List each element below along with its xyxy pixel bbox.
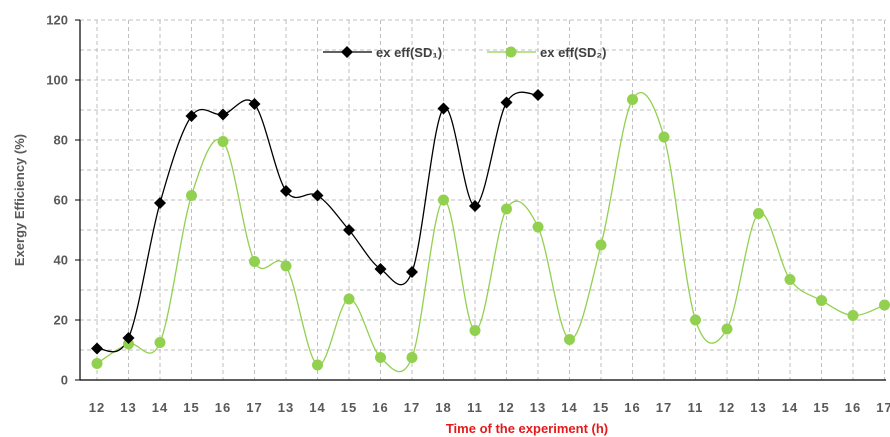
data-point-sd2 [312, 359, 323, 371]
data-point-sd2 [721, 323, 733, 335]
x-tick-label: 14 [782, 400, 798, 415]
data-point-sd2 [438, 194, 449, 206]
data-point-sd2 [91, 358, 103, 369]
data-point-sd1 [406, 266, 418, 278]
x-tick-label: 12 [498, 400, 514, 415]
data-point-sd1 [469, 200, 481, 212]
data-point-sd2 [595, 239, 607, 251]
axes [75, 19, 886, 381]
x-tick-label: 16 [372, 400, 388, 415]
x-tick-label: 16 [845, 400, 861, 415]
data-point-sd2 [627, 94, 638, 105]
x-tick-label: 18 [435, 400, 451, 415]
x-tick-label: 13 [530, 400, 546, 415]
y-axis-title: Exergy Efficiency (%) [12, 134, 27, 266]
data-point-sd1 [280, 185, 292, 197]
data-point-sd2 [847, 310, 859, 321]
data-point-sd2 [532, 221, 544, 233]
data-point-sd2 [816, 295, 827, 306]
x-tick-label: 13 [120, 400, 136, 415]
y-tick-label: 20 [54, 313, 68, 328]
data-point-sd2 [406, 352, 418, 363]
y-tick-labels: 0 20 40 60 80 100 120 [46, 13, 68, 388]
data-point-sd1 [248, 98, 261, 110]
data-point-sd1 [343, 224, 355, 236]
x-tick-label: 13 [750, 400, 766, 415]
data-point-sd2 [375, 352, 386, 363]
y-tick-label: 120 [46, 13, 68, 28]
y-tick-label: 0 [61, 373, 68, 388]
data-point-sd2 [154, 337, 166, 348]
x-tick-label: 12 [89, 400, 105, 415]
legend: ex eff(SD₁) ex eff(SD₂) [323, 45, 606, 60]
data-point-sd2 [280, 260, 292, 272]
x-tick-label: 15 [593, 400, 609, 415]
data-point-sd1 [311, 189, 324, 202]
y-tick-label: 40 [54, 253, 68, 268]
data-point-sd2 [784, 274, 796, 285]
data-point-sd1 [500, 96, 513, 109]
x-tick-label: 15 [813, 400, 829, 415]
x-tick-label: 16 [215, 400, 231, 415]
data-point-sd1 [217, 108, 229, 121]
data-point-sd2 [879, 299, 890, 311]
x-axis-title: Time of the experiment (h) [446, 421, 608, 436]
x-tick-label: 13 [278, 400, 294, 415]
data-point-sd1 [437, 102, 450, 115]
data-point-sd2 [501, 203, 512, 215]
data-point-sd1 [122, 332, 135, 344]
y-tick-label: 100 [46, 73, 68, 88]
data-point-sd2 [753, 208, 764, 219]
data-point-sd2 [469, 325, 481, 336]
legend-marker-sd1 [341, 46, 353, 58]
grid-lines [80, 19, 886, 381]
series-line-sd1 [96, 91, 539, 353]
x-tick-labels: 12 13 14 15 16 17 13 14 15 16 17 18 11 12 13 14 15 16 17 11… [89, 400, 890, 415]
x-tick-label: 17 [656, 400, 672, 415]
series-layer [91, 89, 890, 373]
y-tick-label: 60 [54, 193, 68, 208]
data-point-sd2 [217, 136, 229, 147]
x-tick-label: 14 [309, 400, 325, 415]
x-tick-label: 14 [152, 400, 168, 415]
legend-label-sd1: ex eff(SD₁) [376, 45, 442, 60]
data-point-sd2 [564, 334, 575, 345]
data-point-sd2 [343, 293, 355, 305]
x-tick-label: 15 [341, 400, 357, 415]
data-point-sd2 [658, 131, 670, 143]
series-line-sd2 [96, 92, 885, 373]
data-point-sd1 [532, 89, 544, 101]
data-point-sd1 [185, 110, 198, 122]
y-tick-label: 80 [54, 133, 68, 148]
x-tick-label: 17 [404, 400, 420, 415]
x-tick-label: 14 [561, 400, 577, 415]
legend-label-sd2: ex eff(SD₂) [540, 45, 606, 60]
data-point-sd1 [374, 263, 387, 275]
legend-marker-sd2 [505, 46, 517, 58]
data-point-sd2 [690, 314, 701, 326]
x-tick-label: 17 [246, 400, 262, 415]
data-point-sd1 [91, 342, 103, 355]
x-tick-label: 15 [183, 400, 199, 415]
x-tick-label: 16 [624, 400, 640, 415]
x-tick-label: 17 [876, 400, 890, 415]
data-point-sd2 [186, 190, 197, 201]
x-tick-label: 11 [688, 400, 704, 415]
x-tick-label: 11 [467, 400, 483, 415]
data-point-sd1 [154, 197, 166, 209]
data-point-sd2 [249, 256, 260, 267]
x-tick-label: 12 [719, 400, 735, 415]
